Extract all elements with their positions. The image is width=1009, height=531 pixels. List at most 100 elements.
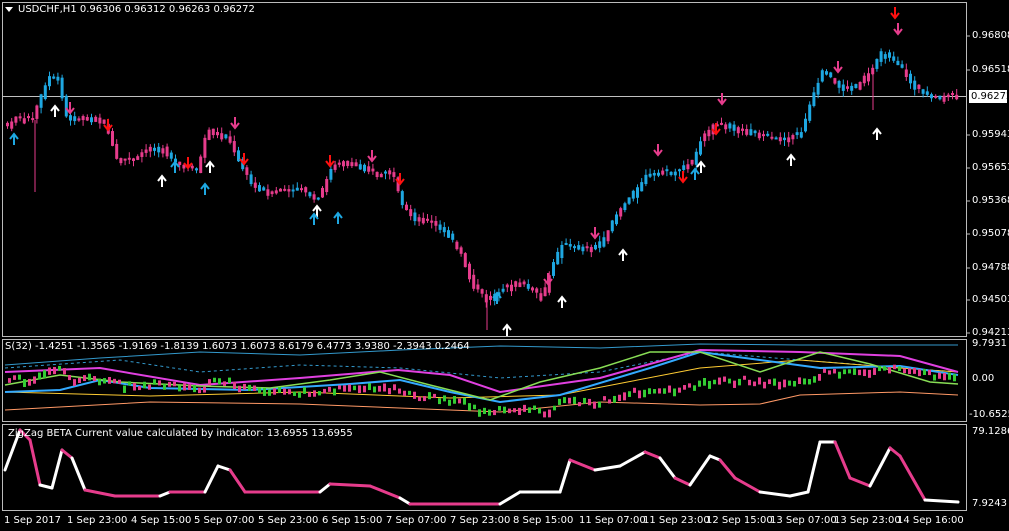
osc-candle [243,383,246,390]
chart-menu-icon[interactable] [5,6,13,12]
candle [888,49,891,62]
osc-candle [408,390,411,395]
candle [228,130,232,145]
osc-candle [263,387,266,396]
osc-candle [878,365,881,372]
candle [589,244,593,258]
osc-candle [778,381,781,390]
osc-candle [8,378,11,383]
candle [329,164,333,183]
osc-candle [948,372,951,380]
candle [778,132,782,145]
zigzag-segment [718,458,737,480]
osc-candle [883,366,886,371]
time-tick: 5 Sep 07:00 [194,515,255,526]
candle [211,128,215,139]
candle [745,124,749,137]
candle [60,74,64,101]
candle [409,204,413,221]
osc-candle [68,374,71,381]
candle [249,170,253,187]
osc-candle [743,375,746,380]
candle [115,139,119,160]
osc-candle [888,367,891,374]
candle [867,67,870,86]
time-tick: 1 Sep 23:00 [67,515,128,526]
osc-candle [48,367,51,375]
candle [602,231,606,248]
zigzag-segment [28,438,42,487]
candle [27,113,30,122]
osc-candle [313,390,316,397]
candle [216,127,219,139]
osc-candle [553,405,556,411]
osc-candle [468,403,471,411]
candle [623,201,627,213]
osc-candle [463,397,466,405]
candle [787,131,791,147]
osc-candle [228,377,231,384]
osc-candle [923,368,926,375]
osc-candle [683,385,686,390]
zigzag-segment [398,496,412,506]
candle [640,178,644,192]
osc-candle [128,381,131,386]
candle [153,143,156,156]
candle [178,161,182,171]
candle [304,186,308,197]
candle [581,244,585,255]
candle [942,92,946,104]
osc-candle [268,389,271,396]
candle [85,114,89,122]
osc-candle [543,411,546,418]
osc-candle [148,384,151,390]
candle [543,282,547,297]
osc-candle [93,376,96,382]
candle [699,136,702,156]
osc-candle [373,386,376,393]
zigzag-segment [888,446,902,458]
candle [476,279,480,293]
candle [736,125,740,138]
osc-candle [568,397,571,404]
down-arrow-icon [711,123,721,136]
candle [405,201,408,211]
candle [342,159,345,171]
candle [14,116,18,126]
candle [526,279,530,291]
candle [451,230,455,243]
time-tick: 11 Sep 23:00 [643,515,710,526]
osc-candle [848,369,851,374]
candle [627,197,631,205]
candle [350,157,354,169]
candle [392,167,396,183]
osc-candle [588,398,591,406]
candle [367,161,371,175]
up-arrow-icon [492,291,502,304]
price-candles[interactable] [6,48,959,330]
osc-candle [53,367,56,375]
pane-borders [2,2,967,511]
up-arrow-icon [786,153,796,166]
osc-candle [868,369,871,378]
osc-candle [58,365,61,371]
up-arrow-icon [557,295,567,308]
down-arrow-icon [325,155,335,168]
candle [925,86,929,97]
zigzag-segment [898,454,927,502]
time-tick: 13 Sep 23:00 [834,515,901,526]
indicator2-tick: 79.1286 [972,426,1009,437]
osc-candle [453,396,456,404]
candle [472,269,476,292]
osc-candle [603,396,606,401]
osc-candle [333,388,336,396]
osc-candle [388,388,391,395]
osc-candle [238,385,241,393]
zigzag-segment [70,456,87,492]
candle [417,214,421,227]
candle [199,154,203,174]
osc-candle [73,379,76,386]
zigzag-segment [833,440,852,480]
candle [904,63,908,81]
